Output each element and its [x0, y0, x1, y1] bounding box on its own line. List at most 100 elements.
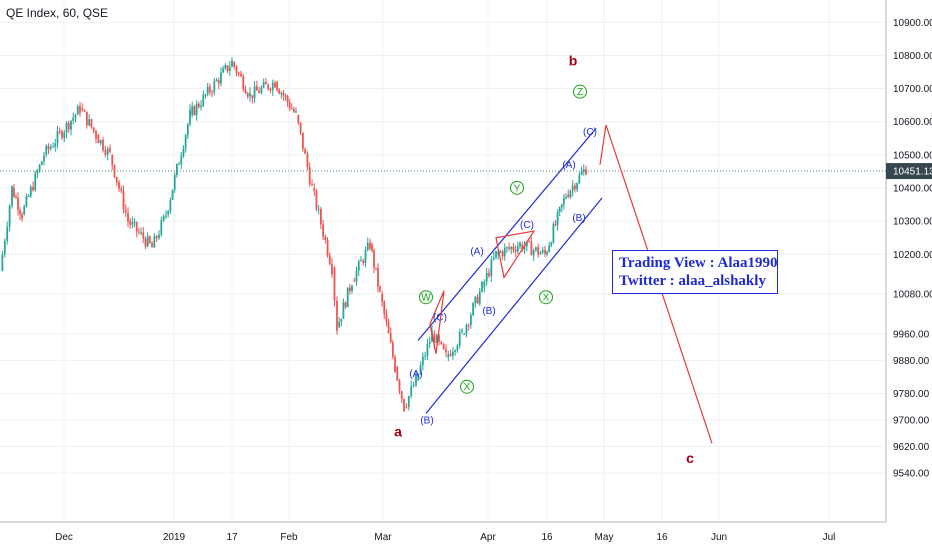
candle-body — [449, 354, 452, 356]
candle-body — [1, 254, 4, 271]
candle-body — [135, 221, 138, 232]
candle-body — [265, 81, 267, 85]
candle-body — [355, 270, 358, 282]
wave-label-green: W — [421, 293, 431, 304]
candle-body — [490, 259, 493, 277]
candle-body — [231, 60, 233, 67]
candle-body — [565, 196, 567, 199]
projection-line — [599, 124, 713, 444]
wave-label-circle — [539, 290, 553, 305]
candle-body — [195, 103, 198, 115]
candle-body — [497, 252, 500, 255]
candle-body — [222, 68, 225, 73]
candle-body — [258, 90, 260, 93]
candle-body — [523, 246, 526, 250]
candle-body — [348, 287, 351, 292]
y-tick-label: 10200.00 — [893, 250, 932, 261]
candle-body — [171, 189, 174, 200]
candle-body — [140, 232, 142, 234]
candle-body — [6, 226, 9, 242]
candle-body — [151, 242, 153, 248]
candle-body — [169, 199, 172, 211]
candle-body — [412, 385, 415, 387]
candle-body — [23, 206, 26, 215]
candle-body — [299, 122, 302, 133]
candle-body — [338, 321, 341, 328]
x-tick-label: 17 — [226, 532, 238, 543]
candle-body — [377, 268, 379, 287]
wave-label-blue: (A) — [409, 369, 422, 380]
wave-label-red: c — [686, 450, 694, 466]
candle-body — [516, 246, 519, 252]
info-box: Trading View : Alaa1990 Twitter : alaa_a… — [612, 250, 778, 294]
candle-body — [483, 281, 486, 288]
candle-body — [322, 224, 325, 237]
y-tick-label: 10300.00 — [893, 217, 932, 228]
candle-body — [211, 92, 214, 94]
candle-body — [70, 120, 72, 130]
candle-body — [396, 367, 399, 381]
candle-body — [56, 131, 59, 144]
candle-body — [571, 185, 574, 191]
triangle-pattern — [429, 290, 445, 354]
candle-body — [556, 212, 559, 225]
candle-body — [34, 173, 37, 191]
candle-body — [146, 236, 149, 247]
x-tick-label: Apr — [480, 532, 496, 543]
candle-body — [499, 251, 502, 253]
candle-body — [366, 242, 369, 251]
y-tick-label: 9620.00 — [893, 442, 930, 453]
candle-body — [357, 261, 360, 271]
candle-body — [38, 164, 41, 172]
candle-body — [153, 236, 156, 248]
candle-body — [458, 331, 461, 346]
candle-body — [501, 251, 504, 257]
wave-label-green: X — [464, 382, 471, 393]
candle-body — [394, 356, 396, 372]
candle-body — [99, 139, 102, 144]
candle-body — [438, 335, 440, 342]
candle-body — [43, 156, 45, 162]
candle-body — [242, 76, 245, 90]
candle-body — [204, 94, 207, 96]
candle-body — [546, 251, 548, 255]
candle-body — [391, 342, 394, 357]
candle-body — [548, 245, 551, 252]
drawings-layer — [0, 124, 886, 444]
candle-body — [240, 73, 242, 77]
y-tick-label: 10080.00 — [893, 290, 932, 301]
candle-body — [63, 132, 66, 138]
candle-body — [472, 303, 475, 316]
candle-body — [403, 398, 405, 412]
candle-body — [508, 247, 510, 249]
candle-body — [215, 80, 218, 82]
candle-body — [269, 88, 272, 91]
candle-body — [535, 247, 537, 251]
candle-body — [295, 111, 297, 113]
candle-body — [383, 301, 386, 315]
candle-body — [21, 214, 23, 219]
candle-body — [293, 108, 295, 112]
candle-body — [333, 267, 336, 301]
candle-body — [286, 96, 289, 103]
y-tick-label: 9960.00 — [893, 329, 930, 340]
candle-body — [582, 169, 585, 173]
candle-body — [40, 161, 43, 165]
candle-body — [573, 185, 576, 190]
y-tick-label: 10500.00 — [893, 150, 932, 161]
candle-body — [481, 281, 483, 292]
y-tick-label: 9880.00 — [893, 356, 930, 367]
candle-body — [288, 102, 291, 109]
candle-body — [109, 148, 111, 152]
candle-body — [428, 341, 431, 344]
candle-body — [122, 190, 125, 210]
candle-body — [521, 244, 524, 250]
candle-body — [217, 80, 220, 84]
candle-body — [301, 132, 304, 150]
candle-body — [142, 232, 145, 239]
wave-labels: a b c W X Y X Z (A) (B) (C) (A) (B) (C) (A) (B) (C) — [394, 52, 694, 466]
candle-body — [385, 314, 388, 323]
y-tick-label: 10700.00 — [893, 84, 932, 95]
candle-body — [148, 236, 151, 243]
